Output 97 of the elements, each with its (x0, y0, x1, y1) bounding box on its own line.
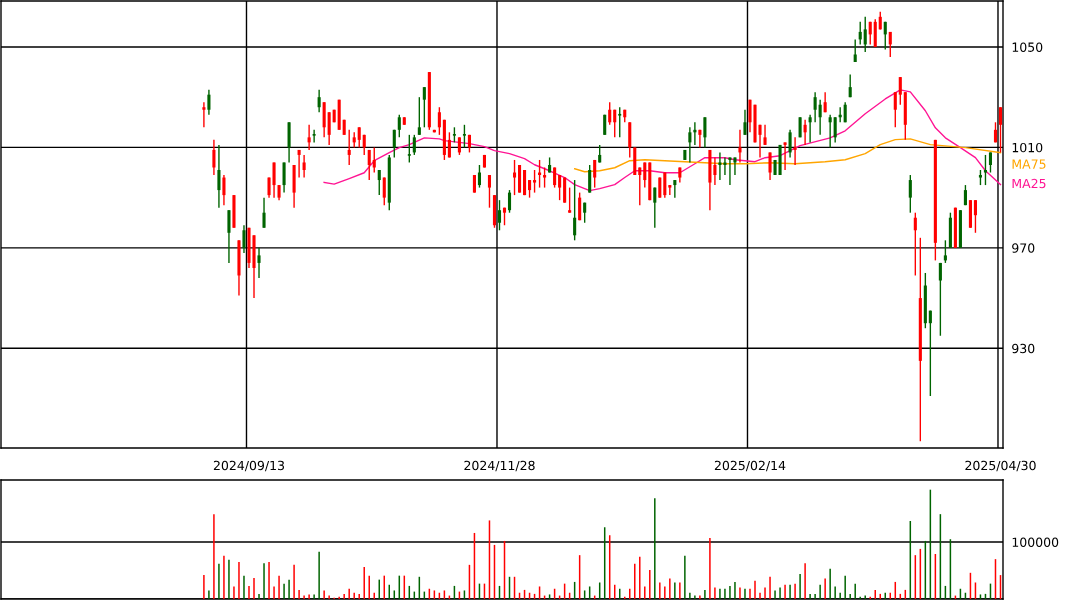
y-tick-label: 970 (1012, 243, 1035, 253)
candlestick (297, 149, 301, 179)
candlestick (533, 169, 537, 194)
candlestick (392, 129, 396, 159)
candlestick (858, 21, 862, 46)
candlestick (898, 76, 902, 106)
y-tick-label: 100000 (1012, 537, 1059, 547)
candlestick (347, 129, 351, 166)
candlestick (558, 174, 562, 201)
candlestick (207, 88, 211, 116)
candlestick (568, 186, 572, 214)
candlestick (743, 109, 747, 136)
candlestick (673, 179, 677, 199)
candlestick (462, 124, 467, 149)
candlestick (713, 156, 717, 186)
candlestick (257, 247, 261, 279)
candlestick (487, 174, 492, 209)
candlestick (212, 139, 216, 176)
candlestick (983, 154, 988, 186)
candlestick (222, 174, 226, 206)
candlestick (608, 101, 612, 126)
candlestick (883, 21, 887, 51)
x-tick-label: 2024/11/28 (464, 460, 535, 472)
candlestick (477, 164, 482, 189)
candlestick (688, 126, 692, 164)
candlestick (317, 88, 321, 113)
candlestick (788, 129, 792, 159)
candlestick (768, 151, 772, 181)
candlestick (357, 126, 361, 149)
candlestick (863, 16, 867, 53)
candlestick (803, 119, 807, 146)
candlestick (793, 136, 797, 166)
candlestick (227, 209, 231, 264)
candlestick (988, 151, 993, 174)
candlestick (813, 91, 817, 123)
candlestick (703, 116, 707, 149)
candlestick (808, 114, 812, 144)
candlestick (377, 169, 381, 196)
candlestick (643, 161, 647, 189)
candlestick (943, 239, 947, 264)
series-label: MA75 (1012, 159, 1046, 169)
candlestick (653, 186, 657, 229)
candlestick (593, 159, 597, 189)
candlestick (973, 199, 977, 234)
x-tick-label: 2024/09/13 (213, 460, 285, 472)
candlestick (397, 114, 401, 139)
candlestick (437, 106, 441, 136)
candlestick (698, 129, 702, 149)
candlestick (833, 116, 837, 144)
candlestick (723, 156, 727, 176)
candlestick (578, 191, 582, 221)
candlestick (763, 124, 767, 146)
candlestick (217, 144, 221, 209)
candlestick (668, 184, 672, 196)
candlestick (302, 154, 306, 179)
candlestick (888, 31, 892, 58)
candlestick (908, 174, 912, 214)
candlestick (613, 109, 617, 139)
candlestick (893, 91, 897, 129)
candlestick (998, 106, 1003, 154)
candlestick (507, 189, 512, 214)
candlestick (512, 159, 517, 196)
candlestick (928, 309, 932, 397)
line-series (573, 138, 1002, 173)
series-label: MA25 (1012, 178, 1046, 189)
candlestick (638, 166, 642, 206)
x-tick-label: 2025/02/14 (714, 460, 786, 472)
candlestick (422, 86, 426, 129)
candlestick (738, 129, 742, 164)
candlestick (497, 199, 502, 231)
candlestick (382, 176, 386, 206)
candlestick (447, 131, 451, 159)
candlestick (938, 262, 942, 337)
candlestick (282, 161, 286, 194)
y-tick-label: 930 (1012, 343, 1035, 354)
candlestick (783, 141, 787, 171)
x-tick-label: 2025/04/30 (965, 460, 1036, 472)
candlestick (573, 179, 577, 242)
candlestick (818, 98, 822, 136)
candlestick (412, 134, 416, 156)
candlestick (307, 124, 311, 151)
candlestick (588, 164, 592, 194)
candlestick (372, 146, 376, 174)
candlestick (367, 149, 371, 181)
y-tick-label: 1010 (1012, 142, 1043, 153)
candlestick (202, 101, 206, 129)
candlestick (417, 96, 421, 136)
y-tick-label: 1050 (1012, 42, 1043, 52)
candlestick (262, 196, 266, 229)
candlestick (828, 114, 832, 149)
candlestick (913, 212, 917, 277)
candlestick (553, 166, 557, 189)
candlestick (327, 111, 331, 146)
candlestick (242, 224, 246, 254)
candlestick (663, 171, 667, 199)
candlestick (543, 166, 547, 189)
candlestick (718, 151, 722, 181)
